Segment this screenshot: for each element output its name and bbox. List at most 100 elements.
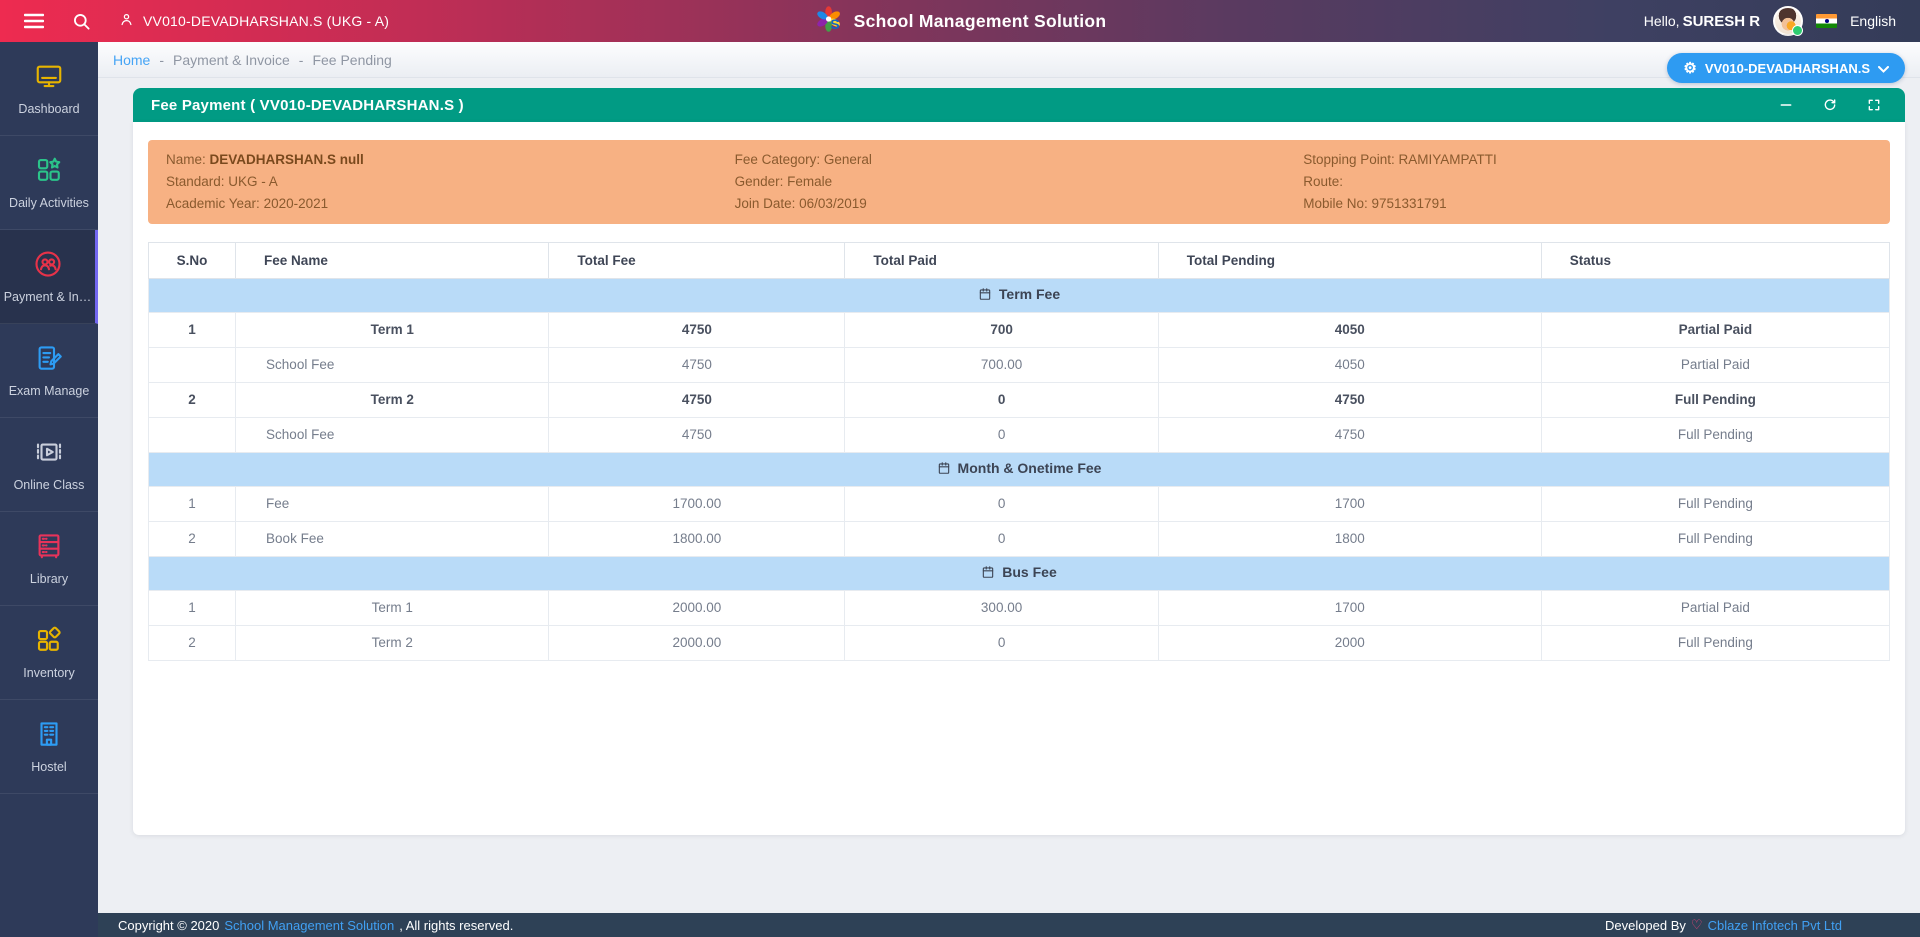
- info-line-route: Route:: [1303, 171, 1872, 193]
- column-header-total-fee: Total Fee: [549, 242, 845, 278]
- cell-status: Full Pending: [1541, 486, 1889, 521]
- cell-total-pending: 1700: [1158, 590, 1541, 625]
- cell-total-fee: 2000.00: [549, 625, 845, 660]
- sidebar-item-label: Library: [30, 572, 68, 586]
- search-icon[interactable]: [72, 12, 91, 31]
- sidebar-item-dashboard[interactable]: Dashboard: [0, 42, 98, 136]
- refresh-icon[interactable]: [1823, 98, 1837, 112]
- hamburger-menu-icon[interactable]: [24, 13, 44, 29]
- copyright-text: Copyright © 2020: [118, 918, 219, 933]
- info-line-gender: Gender: Female: [735, 171, 1304, 193]
- exam-pencil-icon: [34, 343, 64, 373]
- cell-fee-name: Fee: [236, 486, 549, 521]
- cell-total-paid: 0: [845, 521, 1158, 556]
- minimize-icon[interactable]: [1779, 98, 1793, 112]
- app-logo: S: [814, 4, 844, 39]
- chevron-down-icon: [1878, 61, 1889, 76]
- cell-total-fee: 1700.00: [549, 486, 845, 521]
- sidebar-item-label: Online Class: [14, 478, 85, 492]
- table-row: School Fee475004750Full Pending: [149, 417, 1890, 452]
- library-shelf-icon: [34, 531, 64, 561]
- section-row-term-fee: Term Fee: [149, 278, 1890, 312]
- fee-payment-panel: Fee Payment ( VV010-DEVADHARSHAN.S ): [133, 88, 1905, 835]
- cell-sno: 2: [149, 521, 236, 556]
- cell-fee-name: School Fee: [236, 347, 549, 382]
- cell-status: Full Pending: [1541, 625, 1889, 660]
- fee-table: S.NoFee NameTotal FeeTotal PaidTotal Pen…: [148, 242, 1890, 661]
- cell-status: Partial Paid: [1541, 590, 1889, 625]
- sidebar-item-label: Dashboard: [18, 102, 79, 116]
- cell-sno: [149, 417, 236, 452]
- main-area: Home-Payment & Invoice-Fee Pending ⚙ VV0…: [98, 42, 1920, 937]
- table-row: 1Term 147507004050Partial Paid: [149, 312, 1890, 347]
- cell-total-fee: 4750: [549, 417, 845, 452]
- cell-total-pending: 4750: [1158, 382, 1541, 417]
- calendar-icon: [981, 565, 995, 579]
- payment-users-icon: [33, 249, 63, 279]
- info-column: Stopping Point: RAMIYAMPATTIRoute: Mobil…: [1303, 149, 1872, 215]
- cell-status: Partial Paid: [1541, 347, 1889, 382]
- user-avatar[interactable]: [1773, 6, 1803, 36]
- table-row: 2Book Fee1800.0001800Full Pending: [149, 521, 1890, 556]
- breadcrumb-item-home[interactable]: Home: [113, 52, 150, 68]
- cell-total-pending: 4750: [1158, 417, 1541, 452]
- cell-fee-name: Term 2: [236, 382, 549, 417]
- cell-fee-name: Term 2: [236, 625, 549, 660]
- cell-total-paid: 0: [845, 382, 1158, 417]
- language-selector[interactable]: English: [1850, 13, 1896, 29]
- footer-bar: Copyright © 2020 School Management Solut…: [98, 913, 1920, 937]
- sidebar-item-inventory[interactable]: Inventory: [0, 606, 98, 700]
- fee-table-header-row: S.NoFee NameTotal FeeTotal PaidTotal Pen…: [149, 242, 1890, 278]
- sidebar-item-hostel[interactable]: Hostel: [0, 700, 98, 794]
- cell-total-fee: 4750: [549, 347, 845, 382]
- info-line-fee-category: Fee Category: General: [735, 149, 1304, 171]
- cell-fee-name: Term 1: [236, 590, 549, 625]
- cell-total-fee: 4750: [549, 382, 845, 417]
- panel-body: Name: DEVADHARSHAN.S nullStandard: UKG -…: [133, 122, 1905, 835]
- current-student-label: VV010-DEVADHARSHAN.S (UKG - A): [143, 13, 389, 29]
- panel-header: Fee Payment ( VV010-DEVADHARSHAN.S ): [133, 88, 1905, 122]
- sidebar-item-payment-in[interactable]: Payment & In…: [0, 230, 98, 324]
- cell-total-fee: 4750: [549, 312, 845, 347]
- sidebar-item-library[interactable]: Library: [0, 512, 98, 606]
- sidebar-item-label: Payment & In…: [4, 290, 92, 304]
- hostel-icon: [34, 719, 64, 749]
- info-column: Name: DEVADHARSHAN.S nullStandard: UKG -…: [166, 149, 735, 215]
- cell-sno: 1: [149, 590, 236, 625]
- cell-status: Full Pending: [1541, 417, 1889, 452]
- info-line-mobile-no: Mobile No: 9751331791: [1303, 193, 1872, 215]
- cell-sno: 2: [149, 382, 236, 417]
- cell-total-pending: 1700: [1158, 486, 1541, 521]
- india-flag-icon: [1816, 14, 1837, 28]
- table-row: 1Term 12000.00300.001700Partial Paid: [149, 590, 1890, 625]
- current-student-badge[interactable]: VV010-DEVADHARSHAN.S (UKG - A): [119, 12, 389, 30]
- heart-icon: ♡: [1691, 917, 1703, 933]
- monitor-icon: [34, 61, 64, 91]
- student-profile-dropdown-button[interactable]: ⚙ VV010-DEVADHARSHAN.S: [1667, 53, 1905, 83]
- sidebar-item-daily-activities[interactable]: Daily Activities: [0, 136, 98, 230]
- column-header-total-paid: Total Paid: [845, 242, 1158, 278]
- footer-brand-link[interactable]: School Management Solution: [224, 918, 394, 933]
- cell-sno: 1: [149, 486, 236, 521]
- developer-link[interactable]: Cblaze Infotech Pvt Ltd: [1708, 918, 1842, 933]
- cell-total-paid: 0: [845, 486, 1158, 521]
- breadcrumb-item-fee-pending: Fee Pending: [312, 52, 391, 68]
- calendar-icon: [978, 287, 992, 301]
- section-title: Term Fee: [999, 286, 1060, 302]
- fullscreen-icon[interactable]: [1867, 98, 1881, 112]
- cell-total-paid: 0: [845, 417, 1158, 452]
- greeting-text: Hello,SURESH R: [1644, 13, 1760, 30]
- content-region: Fee Payment ( VV010-DEVADHARSHAN.S ): [98, 78, 1920, 913]
- table-row: School Fee4750700.004050Partial Paid: [149, 347, 1890, 382]
- inventory-icon: [34, 625, 64, 655]
- info-line-stopping-point: Stopping Point: RAMIYAMPATTI: [1303, 149, 1872, 171]
- column-header-s-no: S.No: [149, 242, 236, 278]
- gear-icon: ⚙: [1683, 61, 1696, 76]
- user-name: SURESH R: [1683, 13, 1761, 30]
- sidebar-item-online-class[interactable]: Online Class: [0, 418, 98, 512]
- sidebar-item-label: Inventory: [23, 666, 74, 680]
- info-line-standard: Standard: UKG - A: [166, 171, 735, 193]
- sidebar-item-exam-manage[interactable]: Exam Manage: [0, 324, 98, 418]
- info-line-name: Name: DEVADHARSHAN.S null: [166, 149, 735, 171]
- breadcrumb: Home-Payment & Invoice-Fee Pending: [98, 42, 1920, 78]
